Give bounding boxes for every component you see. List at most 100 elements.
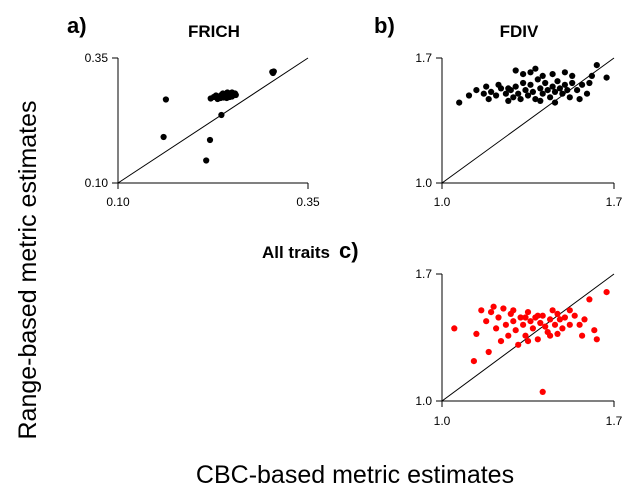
scatter-point [162, 96, 169, 103]
scatter-point [537, 85, 544, 92]
scatter-point [505, 332, 512, 339]
scatter-point [512, 83, 519, 90]
scatter-point [203, 157, 210, 164]
scatter-point [529, 88, 537, 95]
scatter-point [517, 314, 524, 321]
scatter-point [551, 99, 559, 106]
scatter-point [451, 325, 458, 332]
scatter-point [505, 85, 512, 92]
scatter-point [537, 319, 544, 327]
scatter-point [495, 81, 502, 88]
scatter-point [524, 338, 532, 345]
scatter-point [524, 309, 532, 316]
global-y-axis-label: Range-based metric estimates [14, 100, 42, 439]
scatter-point [493, 92, 500, 99]
scatter-point [549, 307, 556, 314]
x-tick-label: 1.0 [434, 195, 451, 209]
scatter-point [497, 338, 505, 345]
panel-b-fdiv: b) FDIV 1.7 1.0 1.0 1.7 [374, 13, 623, 209]
scatter-point [554, 78, 561, 85]
scatter-point [510, 307, 517, 314]
scatter-point [515, 341, 522, 348]
scatter-point [522, 87, 529, 94]
scatter-point [571, 312, 578, 319]
scatter-point [512, 327, 519, 334]
scatter-point [502, 321, 509, 328]
scatter-point [566, 307, 573, 314]
scatter-point [581, 316, 588, 323]
scatter-point [527, 81, 534, 88]
scatter-point [488, 309, 495, 316]
scatter-point [551, 88, 559, 95]
scatter-point [534, 76, 541, 83]
scatter-point [206, 136, 214, 144]
scatter-point [586, 79, 593, 87]
scatter-point [547, 316, 554, 323]
scatter-point [527, 69, 534, 76]
scatter-point [532, 96, 539, 103]
scatter-points [160, 68, 277, 164]
scatter-point [473, 330, 480, 337]
scatter-point [520, 71, 527, 78]
scatter-point [539, 90, 546, 97]
y-tick-label: 0.35 [85, 51, 109, 65]
panel-letter: c) [339, 238, 359, 263]
scatter-point [483, 83, 490, 90]
scatter-point [566, 94, 573, 101]
scatter-point [593, 62, 600, 69]
scatter-point [556, 85, 564, 92]
scatter-point [522, 314, 529, 321]
scatter-point [537, 97, 544, 104]
scatter-point [510, 94, 517, 101]
scatter-point [579, 332, 586, 339]
all-traits-label: All traits [262, 243, 330, 262]
scatter-point [465, 92, 473, 99]
scatter-point [522, 332, 529, 339]
y-tick-label: 0.10 [85, 176, 109, 190]
scatter-point [547, 332, 554, 339]
one-to-one-line [117, 57, 309, 184]
scatter-point [480, 90, 487, 97]
scatter-point [160, 133, 167, 141]
scatter-point [488, 88, 495, 95]
scatter-point [566, 321, 573, 328]
scatter-point [542, 79, 549, 87]
scatter-point [539, 312, 546, 319]
scatter-point [574, 87, 581, 94]
x-tick-label: 0.35 [296, 195, 320, 209]
one-to-one-line [441, 57, 615, 184]
scatter-point [583, 90, 591, 97]
y-tick-label: 1.7 [415, 51, 432, 65]
x-tick-label: 0.10 [106, 195, 130, 209]
scatter-point [588, 72, 596, 79]
scatter-point [547, 94, 554, 101]
scatter-point [218, 111, 225, 119]
scatter-point [510, 318, 517, 325]
scatter-point [542, 323, 549, 330]
scatter-point [532, 65, 539, 72]
scatter-point [228, 93, 236, 100]
scatter-point [561, 314, 569, 321]
panel-letter: b) [374, 13, 395, 38]
scatter-point [551, 321, 559, 328]
scatter-point [556, 316, 564, 323]
scatter-point [500, 305, 507, 312]
scatter-point [215, 93, 222, 101]
scatter-point [502, 90, 509, 97]
x-tick-label: 1.0 [434, 414, 451, 428]
panel-a-frich: a) FRICH 0.35 0.10 0.10 0.35 [67, 13, 320, 209]
scatter-point [520, 79, 527, 87]
scatter-points [451, 289, 610, 395]
scatter-point [549, 71, 556, 78]
y-tick-label: 1.0 [415, 394, 432, 408]
panel-c: c) 1.7 1.0 1.0 1.7 [339, 238, 623, 428]
scatter-point [527, 318, 534, 325]
scatter-point [529, 325, 537, 332]
scatter-point [603, 74, 610, 81]
panel-title: FDIV [500, 22, 539, 41]
y-tick-label: 1.0 [415, 176, 432, 190]
scatter-point [576, 321, 583, 328]
scatter-point [470, 358, 477, 365]
scatter-point [485, 96, 492, 103]
